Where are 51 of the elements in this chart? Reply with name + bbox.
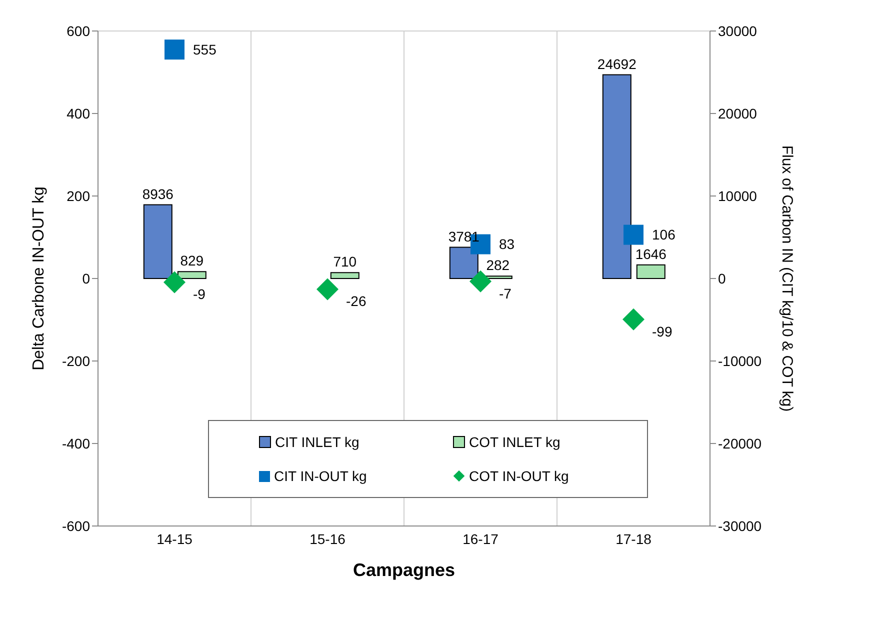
data-label: 555 bbox=[193, 42, 217, 58]
y-tick-label: -200 bbox=[62, 352, 90, 369]
point bbox=[622, 308, 644, 330]
data-label: 83 bbox=[499, 236, 515, 252]
data-label: -26 bbox=[346, 293, 366, 310]
y-axis-title: Delta Carbone IN-OUT kg bbox=[30, 186, 48, 370]
point bbox=[164, 40, 184, 60]
bar bbox=[177, 271, 206, 279]
legend-label: COT IN-OUT kg bbox=[469, 468, 569, 484]
y2-tick-label: -10000 bbox=[718, 352, 762, 369]
data-label: 710 bbox=[333, 254, 357, 270]
y-tick-label: -400 bbox=[62, 435, 90, 452]
bar bbox=[449, 246, 478, 279]
data-label: 829 bbox=[180, 252, 204, 269]
legend-label: COT INLET kg bbox=[469, 434, 560, 450]
bar bbox=[143, 204, 172, 279]
data-label: 1646 bbox=[635, 246, 667, 262]
bar bbox=[330, 272, 360, 279]
bar bbox=[602, 74, 632, 279]
legend-label: CIT IN-OUT kg bbox=[274, 468, 367, 484]
x-tick-label: 17-18 bbox=[616, 530, 652, 547]
data-label: 3781 bbox=[448, 228, 480, 244]
point bbox=[470, 270, 492, 292]
data-label: 24692 bbox=[597, 56, 637, 72]
x-tick-label: 16-17 bbox=[462, 530, 499, 547]
data-label: 282 bbox=[486, 257, 510, 274]
y-tick-label: 0 bbox=[82, 270, 90, 286]
y2-tick-label: 20000 bbox=[718, 105, 758, 122]
data-label: -9 bbox=[193, 286, 206, 302]
y-tick-label: 200 bbox=[66, 188, 90, 204]
y2-tick-label: -20000 bbox=[718, 435, 762, 452]
x-tick-label: 14-15 bbox=[156, 530, 193, 547]
point bbox=[164, 271, 186, 294]
y2-tick-label: 10000 bbox=[718, 188, 758, 204]
x-axis-title: Campagnes bbox=[352, 560, 456, 580]
point bbox=[316, 278, 338, 300]
y-tick-label: -600 bbox=[62, 518, 90, 534]
data-label: -7 bbox=[499, 285, 512, 302]
bar bbox=[636, 264, 666, 279]
y2-tick-label: 0 bbox=[718, 270, 726, 286]
point bbox=[624, 224, 644, 245]
data-label: 106 bbox=[652, 226, 676, 243]
data-label: -99 bbox=[652, 323, 672, 340]
y2-tick-label: 30000 bbox=[718, 22, 758, 39]
legend-label: CIT INLET kg bbox=[275, 434, 360, 450]
data-label: 8936 bbox=[142, 186, 174, 202]
y2-axis-title: Flux of Carbon IN (CIT kg/10 & COT kg) bbox=[778, 145, 796, 412]
y-tick-label: 600 bbox=[66, 22, 90, 39]
y-tick-label: 400 bbox=[66, 105, 90, 122]
x-tick-label: 15-16 bbox=[310, 530, 346, 547]
y2-tick-label: -30000 bbox=[718, 518, 762, 534]
